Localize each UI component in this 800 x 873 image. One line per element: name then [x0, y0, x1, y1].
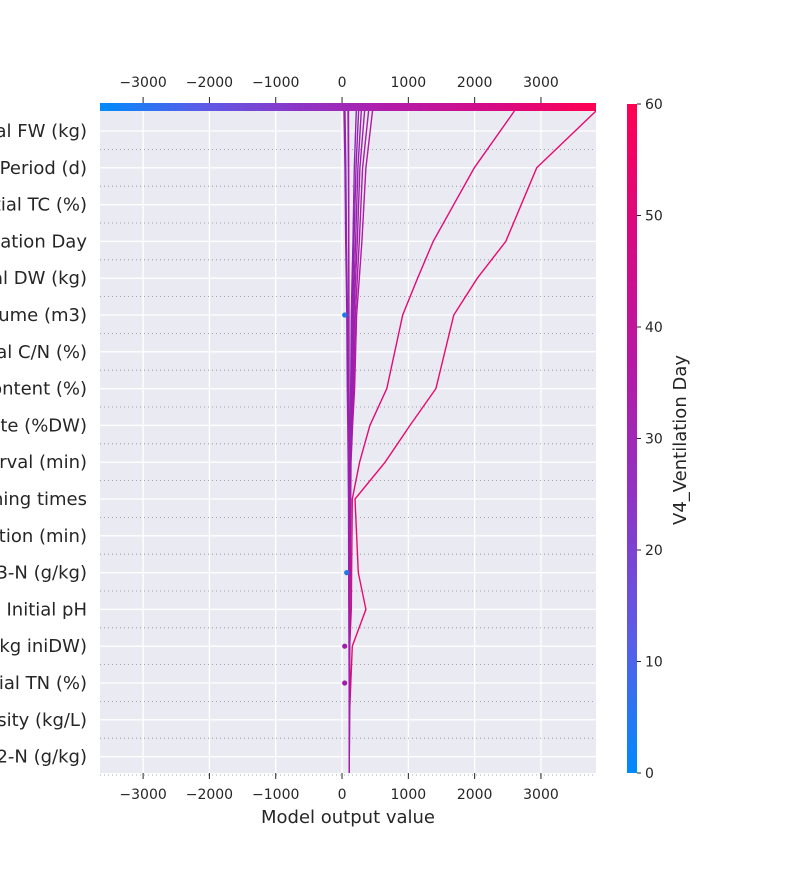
colorbar-gradient [627, 104, 637, 773]
output-color-bar [100, 103, 596, 111]
colorbar-tick-label: 20 [645, 543, 663, 559]
feature-label: Initial pH [7, 599, 88, 620]
feature-label: ning times [0, 489, 87, 510]
feature-label: ontent (%) [0, 379, 87, 400]
feature-label: al DW (kg) [0, 268, 87, 289]
feature-label: rval (min) [0, 452, 87, 473]
x-tick-label-top: −1000 [252, 75, 299, 91]
x-tick-label-top: −3000 [119, 75, 166, 91]
feature-label: lume (m3) [0, 305, 87, 326]
series-line-0 [348, 110, 596, 773]
feature-label: lation Day [0, 231, 87, 252]
series-lines [343, 110, 596, 773]
feature-label: tial TC (%) [0, 195, 87, 216]
x-tick-label-bottom: 0 [338, 787, 347, 803]
series-point-3 [342, 680, 348, 686]
x-tick-label-bottom: −2000 [186, 787, 233, 803]
feature-label: Period (d) [0, 158, 87, 179]
feature-label: ate (%DW) [0, 415, 87, 436]
x-tick-label-bottom: −1000 [252, 787, 299, 803]
output-gradient-bar [100, 103, 596, 111]
colorbar-tick-label: 10 [645, 655, 663, 671]
feature-label: al FW (kg) [0, 121, 87, 142]
feature-label: kg iniDW) [0, 636, 87, 657]
colorbar-tick-label: 60 [645, 97, 663, 113]
x-tick-label-top: 3000 [523, 75, 559, 91]
x-ticks-top: −3000 −2000 −1000 0 1000 2000 3000 [119, 75, 559, 103]
series-point-2 [342, 643, 348, 649]
x-tick-label-bottom: 1000 [391, 787, 427, 803]
feature-label: 2-N (g/kg) [0, 747, 87, 768]
x-tick-label-top: 1000 [391, 75, 427, 91]
x-axis-label: Model output value [261, 807, 435, 828]
x-tick-label-top: 2000 [457, 75, 493, 91]
series-points [342, 312, 350, 686]
x-tick-label-bottom: −3000 [119, 787, 166, 803]
x-tick-label-top: 0 [338, 75, 347, 91]
feature-label: 3-N (g/kg) [0, 563, 87, 584]
feature-label: sity (kg/L) [0, 710, 87, 731]
feature-label: tial TN (%) [0, 673, 87, 694]
colorbar-tick-label: 50 [645, 209, 663, 225]
colorbar-tick-label: 40 [645, 320, 663, 336]
feature-label: al C/N (%) [0, 342, 87, 363]
feature-labels: al FW (kg) Period (d) tial TC (%) lation Da… [0, 121, 87, 768]
x-ticks-bottom: −3000 −2000 −1000 0 1000 2000 3000 [119, 773, 559, 803]
x-tick-label-bottom: 3000 [523, 787, 559, 803]
colorbar: 0 10 20 30 40 50 60 V4_Ventilation Day [627, 97, 691, 782]
x-tick-label-top: −2000 [186, 75, 233, 91]
series-point-0 [342, 312, 348, 318]
colorbar-tick-label: 30 [645, 432, 663, 448]
series-point-1 [344, 570, 350, 576]
x-tick-label-bottom: 2000 [457, 787, 493, 803]
series-line-11 [347, 110, 350, 773]
colorbar-label: V4_Ventilation Day [670, 355, 691, 525]
colorbar-tick-label: 0 [645, 766, 654, 782]
feature-label: ation (min) [0, 526, 87, 547]
